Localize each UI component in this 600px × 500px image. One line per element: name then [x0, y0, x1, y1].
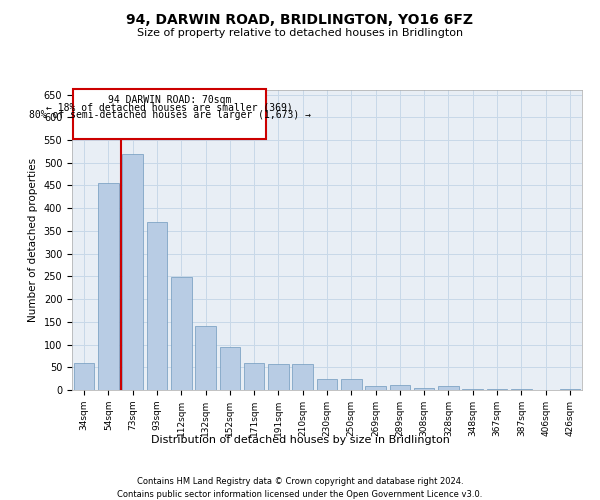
Bar [98, 183, 119, 390]
Bar [122, 154, 143, 390]
FancyBboxPatch shape [73, 89, 266, 138]
Bar [487, 388, 508, 390]
Bar [220, 347, 240, 390]
Text: Size of property relative to detached houses in Bridlington: Size of property relative to detached ho… [137, 28, 463, 38]
Bar [268, 364, 289, 390]
Bar [317, 378, 337, 390]
Text: Contains HM Land Registry data © Crown copyright and database right 2024.: Contains HM Land Registry data © Crown c… [137, 478, 463, 486]
Bar [171, 278, 191, 390]
Bar [560, 389, 580, 390]
Bar [414, 388, 434, 390]
Bar [389, 386, 410, 390]
Bar [74, 362, 94, 390]
Text: 80% of semi-detached houses are larger (1,673) →: 80% of semi-detached houses are larger (… [29, 110, 311, 120]
Text: 94, DARWIN ROAD, BRIDLINGTON, YO16 6FZ: 94, DARWIN ROAD, BRIDLINGTON, YO16 6FZ [127, 12, 473, 26]
Bar [341, 378, 362, 390]
Text: 94 DARWIN ROAD: 70sqm: 94 DARWIN ROAD: 70sqm [108, 96, 232, 106]
Bar [146, 222, 167, 390]
Bar [195, 326, 216, 390]
Bar [365, 386, 386, 390]
Bar [292, 364, 313, 390]
Bar [244, 362, 265, 390]
Y-axis label: Number of detached properties: Number of detached properties [28, 158, 38, 322]
Bar [463, 388, 483, 390]
Bar [511, 389, 532, 390]
Bar [438, 386, 459, 390]
Text: Contains public sector information licensed under the Open Government Licence v3: Contains public sector information licen… [118, 490, 482, 499]
Text: Distribution of detached houses by size in Bridlington: Distribution of detached houses by size … [151, 435, 449, 445]
Text: ← 18% of detached houses are smaller (369): ← 18% of detached houses are smaller (36… [46, 102, 293, 113]
